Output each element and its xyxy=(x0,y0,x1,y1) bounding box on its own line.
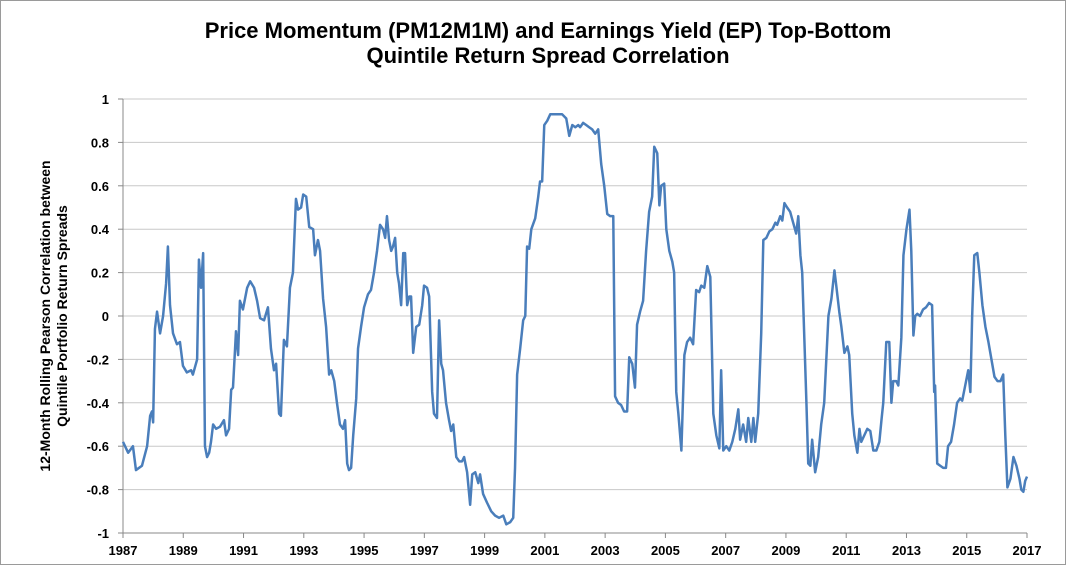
data-line xyxy=(121,112,1029,526)
y-tick-label: 0 xyxy=(102,309,109,324)
x-tick-label: 1987 xyxy=(109,543,138,558)
x-tick-label: 1991 xyxy=(229,543,258,558)
x-tick-label: 2017 xyxy=(1013,543,1042,558)
x-tick-label: 1989 xyxy=(169,543,198,558)
x-tick-label: 2011 xyxy=(832,543,860,558)
y-tick-label: -0.4 xyxy=(87,396,110,411)
y-tick-label: 0.4 xyxy=(91,222,110,237)
x-tick-label: 2009 xyxy=(771,543,800,558)
y-tick-label: 0.2 xyxy=(91,266,109,281)
x-tick-label: 1995 xyxy=(350,543,379,558)
x-tick-label: 2005 xyxy=(651,543,680,558)
chart-title-line: Quintile Return Spread Correlation xyxy=(366,43,729,68)
x-tick-label: 2003 xyxy=(591,543,620,558)
y-tick-label: 0.6 xyxy=(91,179,109,194)
y-tick-label: -0.6 xyxy=(87,439,109,454)
x-tick-label: 2007 xyxy=(711,543,740,558)
x-tick-label: 2015 xyxy=(952,543,981,558)
y-axis-title: 12-Month Rolling Pearson Correlation bet… xyxy=(37,160,70,471)
x-tick-label: 1997 xyxy=(410,543,439,558)
x-tick-label: 2001 xyxy=(530,543,559,558)
y-tick-label: 1 xyxy=(102,92,109,107)
y-tick-label: 0.8 xyxy=(91,135,109,150)
y-tick-label: -1 xyxy=(97,526,109,541)
x-tick-label: 1993 xyxy=(289,543,318,558)
y-tick-label: -0.8 xyxy=(87,483,109,498)
y-tick-label: -0.2 xyxy=(87,352,109,367)
y-axis-title-line: Quintile Portfolio Return Spreads xyxy=(54,205,70,427)
x-tick-label: 1999 xyxy=(470,543,499,558)
y-axis-title-line: 12-Month Rolling Pearson Correlation bet… xyxy=(37,160,53,471)
chart-title-line: Price Momentum (PM12M1M) and Earnings Yi… xyxy=(205,18,892,43)
x-tick-label: 2013 xyxy=(892,543,921,558)
